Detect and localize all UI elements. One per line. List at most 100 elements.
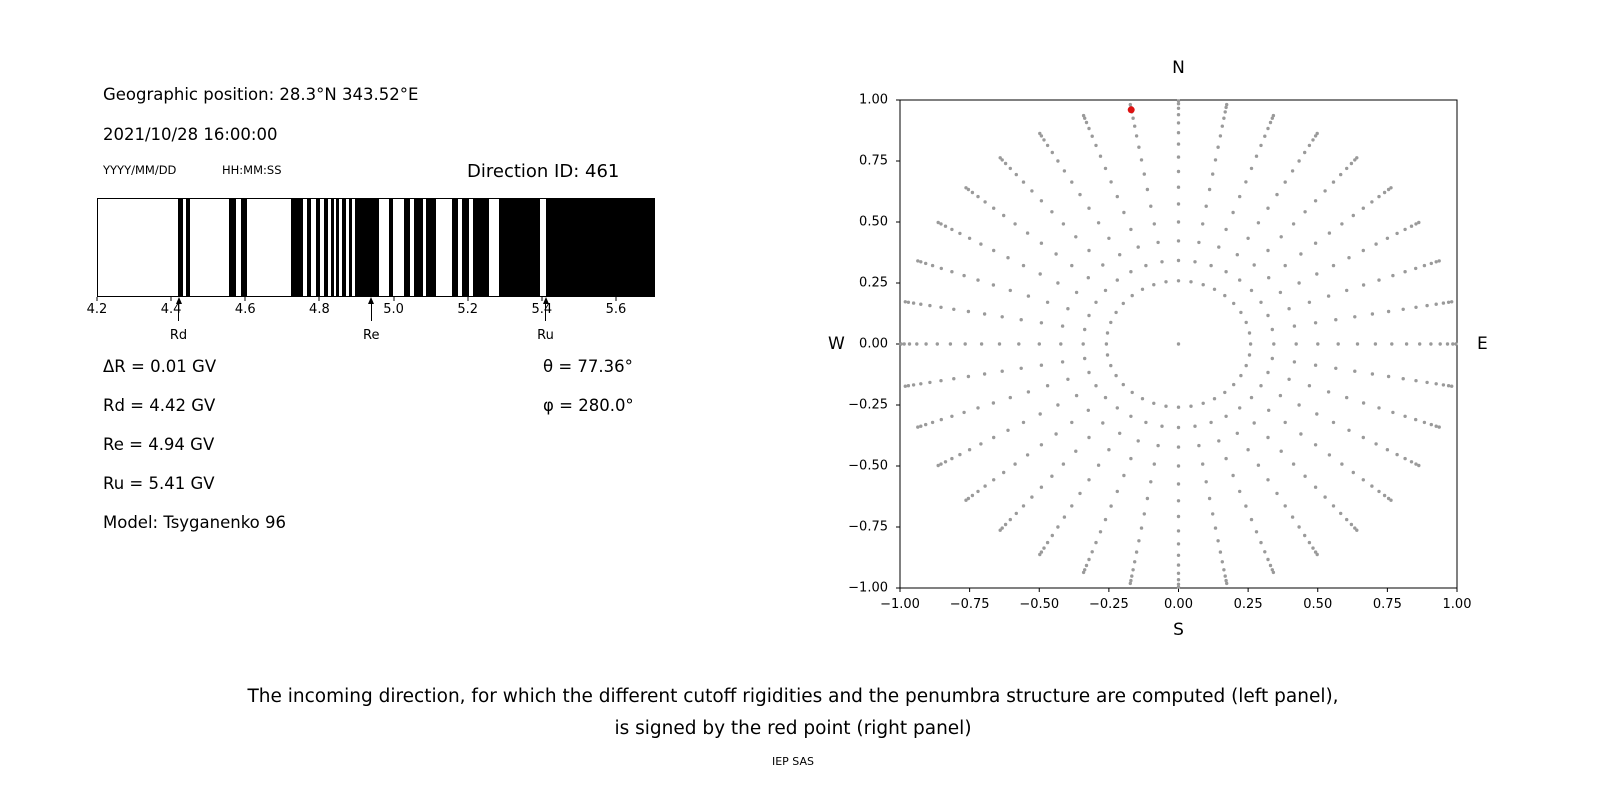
direction-dot	[1207, 496, 1212, 501]
direction-dot	[1244, 320, 1248, 325]
direction-dot	[1056, 525, 1060, 529]
penumbra-band	[240, 199, 247, 296]
direction-dot	[1128, 581, 1132, 586]
direction-dot	[1271, 113, 1276, 118]
direction-dot	[1403, 227, 1407, 232]
direction-dot	[1355, 528, 1359, 532]
tick-label: 1.00	[1442, 597, 1472, 612]
direction-plot	[896, 99, 1458, 592]
direction-dot	[1361, 478, 1365, 482]
model-text: Model: Tsyganenko 96	[103, 513, 287, 532]
direction-dot	[1345, 166, 1349, 171]
direction-dot	[1103, 166, 1108, 171]
direction-dot	[1278, 290, 1283, 295]
direction-dot	[1037, 342, 1041, 346]
direction-dot	[1074, 235, 1078, 239]
direction-dot	[1176, 99, 1181, 103]
direction-dot	[1263, 134, 1267, 138]
direction-dot	[1045, 540, 1050, 545]
direction-dot	[1323, 189, 1327, 193]
direction-dot	[1331, 420, 1336, 425]
direction-dot	[1140, 397, 1145, 401]
penumbra-plot	[97, 198, 655, 297]
direction-dot	[1042, 546, 1046, 550]
tick-label: −0.75	[949, 597, 990, 612]
direction-dot	[1222, 568, 1226, 572]
direction-dot	[1074, 393, 1079, 398]
direction-dot	[1339, 172, 1343, 177]
direction-dot	[1283, 180, 1287, 184]
direction-dot	[1078, 491, 1082, 496]
penumbra-band	[451, 199, 458, 296]
direction-dot	[1149, 480, 1153, 484]
direction-dot	[1313, 134, 1318, 138]
tick-label: 4.6	[234, 302, 256, 317]
direction-dot	[1340, 462, 1344, 466]
up-arrow-icon	[175, 297, 182, 304]
direction-dot	[1021, 263, 1026, 268]
direction-dot	[1176, 585, 1181, 589]
direction-dot	[1050, 150, 1054, 155]
penumbra-band	[426, 199, 437, 296]
direction-dot	[1297, 281, 1301, 285]
direction-dot	[1098, 530, 1103, 534]
direction-dot	[1224, 414, 1228, 418]
direction-dot	[982, 312, 987, 316]
direction-dot	[1090, 134, 1094, 138]
tick-label: 0.25	[1233, 597, 1263, 612]
direction-dot	[1204, 204, 1208, 208]
direction-dot	[1000, 315, 1004, 319]
direction-dot	[1303, 533, 1307, 538]
direction-dot	[1225, 102, 1229, 107]
ru-marker: Ru	[529, 297, 563, 343]
direction-dot	[939, 222, 943, 226]
direction-dot	[1114, 310, 1118, 315]
direction-dot	[1244, 363, 1248, 368]
direction-dot	[1223, 293, 1227, 298]
direction-dot	[1414, 379, 1418, 383]
red-point	[1127, 106, 1135, 114]
time-format-hint: HH:MM:SS	[222, 163, 282, 177]
direction-dot	[1098, 154, 1103, 158]
direction-dot	[1326, 390, 1331, 394]
tick-label: −1.00	[848, 580, 888, 596]
direction-dot	[1252, 421, 1256, 425]
direction-dot	[1403, 456, 1407, 461]
direction-dot	[1145, 496, 1150, 501]
direction-dot	[916, 425, 920, 429]
direction-dot	[1213, 526, 1218, 530]
direction-dot	[966, 496, 971, 501]
direction-dot	[1223, 110, 1227, 114]
direction-dot	[967, 236, 972, 240]
direction-dot	[1090, 550, 1094, 554]
direction-dot	[1313, 443, 1318, 447]
direction-dot	[1315, 552, 1319, 557]
direction-dot	[1353, 315, 1357, 319]
direction-dot	[1008, 288, 1012, 293]
direction-dot	[1389, 186, 1393, 190]
direction-dot	[1355, 156, 1359, 160]
direction-id-text: Direction ID: 461	[467, 161, 620, 182]
direction-x-axis-labels: −1.00 −0.75 −0.50 −0.25 0.00 0.25 0.50 0.75 1.00	[880, 597, 1471, 613]
direction-dot	[1297, 525, 1301, 529]
direction-dot	[1266, 370, 1270, 375]
direction-dot	[1096, 221, 1101, 225]
direction-dot	[1176, 155, 1181, 159]
direction-dot	[970, 190, 975, 195]
direction-dot	[958, 231, 962, 236]
direction-dot	[1370, 484, 1374, 488]
direction-dot	[939, 379, 943, 383]
penumbra-band	[403, 199, 410, 296]
direction-dot	[1438, 342, 1442, 346]
delta-r-value: ΔR = 0.01 GV	[103, 357, 217, 376]
direction-dot	[1313, 550, 1318, 554]
direction-dot	[963, 342, 967, 346]
direction-dot	[1156, 443, 1160, 448]
direction-dot	[1084, 120, 1089, 125]
rd-value: Rd = 4.42 GV	[103, 396, 216, 415]
direction-dot	[1204, 480, 1208, 484]
direction-dot	[919, 260, 923, 264]
direction-dot	[1211, 512, 1215, 516]
direction-dot	[1409, 460, 1414, 464]
direction-dot	[1105, 353, 1110, 357]
